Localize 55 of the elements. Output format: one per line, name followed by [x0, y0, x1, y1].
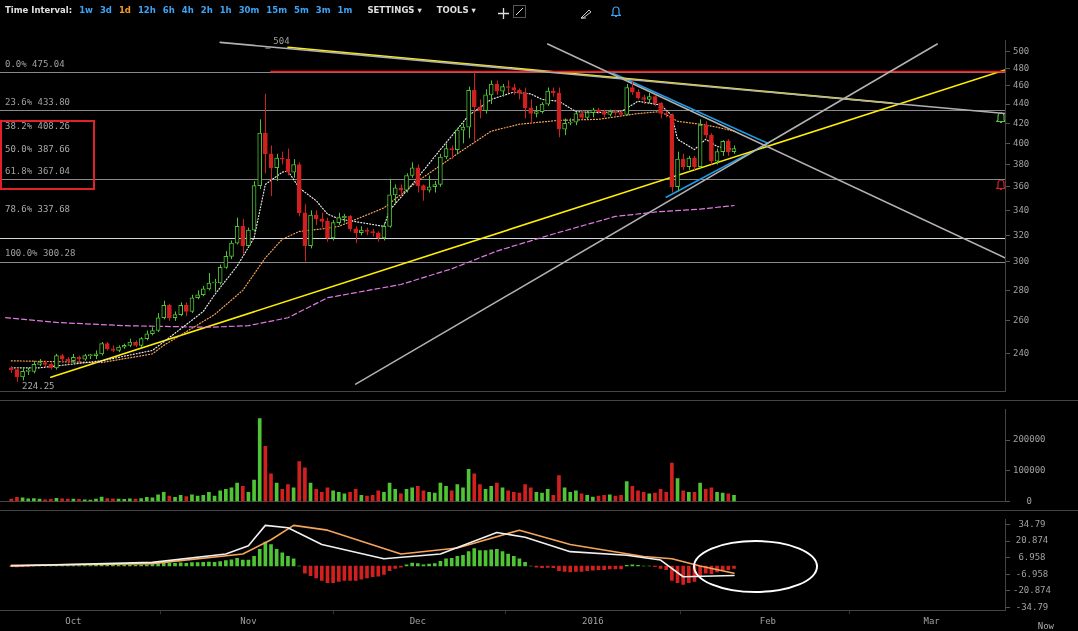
- text: 12h: [137, 5, 156, 15]
- y-tick-label: 100000: [1013, 465, 1046, 476]
- ref-line-label: 61.8% 367.04: [5, 165, 71, 176]
- ref-line-label: 23.6% 433.80: [5, 96, 71, 107]
- annotation: 224.25: [22, 381, 55, 391]
- y-tick-label: 0: [1026, 495, 1032, 506]
- x-tick-label: Feb: [759, 615, 776, 626]
- y-tick-label: 380: [1012, 158, 1030, 169]
- y-tick-label: 400: [1012, 137, 1030, 148]
- y-tick-label: 480: [1012, 62, 1030, 73]
- ref-line-label: 100.0% 300.28: [5, 248, 76, 259]
- x-tick-label: Nov: [240, 615, 257, 626]
- text: 2h: [200, 5, 213, 15]
- text: 6h: [162, 5, 175, 15]
- ref-line-label: 0.0% 475.04: [5, 59, 65, 70]
- y-tick-label: 240: [1012, 348, 1030, 359]
- y-tick-label: 440: [1012, 98, 1030, 109]
- y-tick-label: 420: [1012, 117, 1030, 128]
- text: 30m: [238, 5, 260, 15]
- y-tick-label: 340: [1012, 204, 1030, 215]
- text: 1w: [79, 5, 93, 15]
- text: 4h: [181, 5, 194, 15]
- text: 5m: [294, 5, 309, 15]
- annotation: 38.2% 408.26: [5, 121, 71, 131]
- x-tick-label: Oct: [65, 615, 82, 626]
- text: Time Interval:: [5, 5, 73, 15]
- text: 3m: [315, 5, 331, 15]
- y-tick-label: 34.79: [1018, 518, 1046, 529]
- y-tick-label: 300: [1012, 256, 1030, 267]
- annotation: 50.0% 387.66: [5, 144, 71, 154]
- text: 1h: [219, 5, 232, 15]
- y-tick-label: 200000: [1013, 434, 1046, 445]
- text: SETTINGS ▾: [367, 5, 422, 15]
- y-tick-label: -20.874: [1013, 585, 1051, 596]
- x-tick-label: Dec: [409, 615, 426, 626]
- y-tick-label: -6.958: [1015, 568, 1049, 579]
- y-tick-label: 260: [1012, 315, 1030, 326]
- y-tick-label: 500: [1012, 45, 1030, 56]
- x-tick-label: 2016: [581, 615, 604, 626]
- y-tick-label: 20.874: [1015, 535, 1049, 546]
- text: TOOLS ▾: [436, 5, 476, 15]
- y-tick-label: -34.79: [1015, 601, 1049, 612]
- y-tick-label: 280: [1012, 284, 1030, 295]
- text: 3d: [99, 5, 112, 15]
- y-tick-label: 320: [1012, 229, 1030, 240]
- text: 1d: [118, 5, 131, 15]
- text: Now: [1037, 621, 1054, 631]
- y-tick-label: 460: [1012, 80, 1030, 91]
- y-tick-label: 6.958: [1018, 552, 1046, 563]
- annotation: 78.6% 337.68: [5, 204, 71, 214]
- text: 1m: [337, 5, 353, 15]
- annotation: 504: [273, 36, 290, 47]
- y-tick-label: 360: [1012, 181, 1030, 192]
- text: 15m: [266, 5, 288, 15]
- x-tick-label: Mar: [923, 615, 941, 626]
